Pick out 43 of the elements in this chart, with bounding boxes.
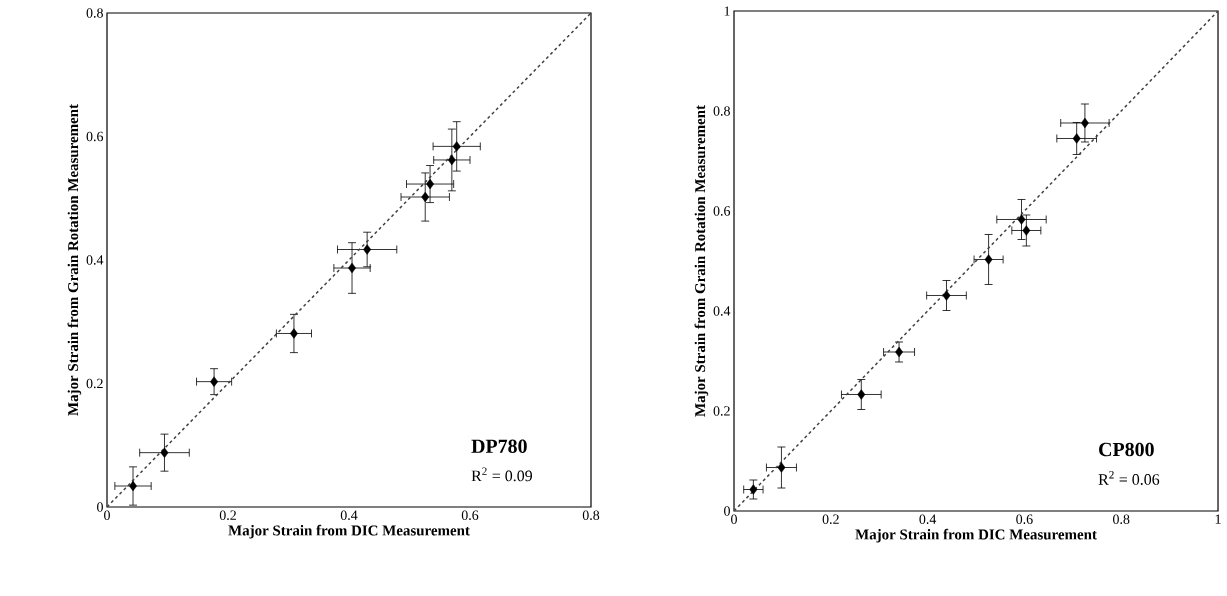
- point: [421, 191, 430, 203]
- point: [942, 290, 951, 301]
- x-axis-title: Major Strain from DIC Measurement: [855, 528, 1097, 543]
- y-tick-label: 0: [97, 502, 103, 512]
- x-axis-title: Major Strain from DIC Measurement: [228, 524, 470, 539]
- point: [1017, 214, 1026, 225]
- point: [210, 376, 219, 387]
- y-axis-title: Major Strain from Grain Rotation Measurement: [67, 104, 82, 416]
- x-tick-label: 0.2: [822, 514, 839, 524]
- point: [857, 389, 866, 400]
- x-tick-label: 0.4: [340, 510, 358, 520]
- point: [984, 254, 993, 265]
- point: [749, 484, 758, 495]
- x-tick-label: 0.4: [919, 514, 937, 524]
- y-tick-label: 0.2: [86, 378, 103, 389]
- point: [447, 154, 456, 166]
- y-axis-title: Major Strain from Grain Rotation Measurement: [694, 105, 709, 417]
- point: [290, 328, 298, 339]
- x-tick-label: 0.8: [1113, 514, 1130, 524]
- annotation: DP780: [471, 439, 527, 453]
- y-tick-label: 0.8: [86, 8, 103, 18]
- x-tick-label: 1: [1215, 514, 1221, 524]
- point: [1072, 133, 1081, 144]
- x-tick-label: 0.6: [1016, 514, 1033, 524]
- annotation: CP800: [1099, 442, 1154, 457]
- y-tick-label: 1: [724, 6, 730, 16]
- y-tick-label: 0.4: [86, 255, 104, 265]
- y-tick-label: 0.4: [713, 306, 731, 316]
- point: [452, 141, 461, 152]
- y-tick-label: 0.6: [713, 206, 731, 216]
- y-tick-label: 0.6: [86, 131, 104, 142]
- x-tick-label: 0.2: [219, 510, 236, 520]
- y-tick-label: 0.2: [713, 406, 730, 416]
- point: [363, 244, 372, 255]
- point: [1080, 117, 1089, 129]
- point: [777, 462, 786, 473]
- annotation: R$^{2}$ = 0.09: [471, 467, 532, 482]
- annotation: R$^{2}$ = 0.06: [1098, 471, 1160, 485]
- y-tick-label: 0.8: [713, 106, 730, 116]
- point: [160, 447, 169, 458]
- x-tick-label: 0.8: [582, 510, 600, 520]
- point: [1022, 225, 1031, 236]
- x-tick-label: 0.6: [461, 510, 479, 520]
